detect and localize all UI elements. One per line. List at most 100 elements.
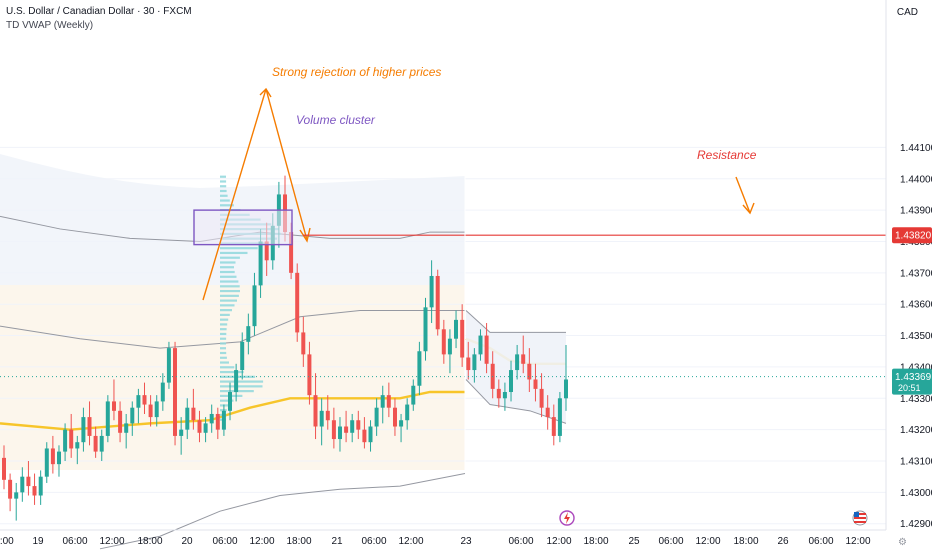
candle-body[interactable]: [75, 442, 80, 449]
candle-body[interactable]: [466, 357, 471, 371]
candle-body[interactable]: [154, 401, 159, 418]
candle-body[interactable]: [112, 401, 116, 411]
candle-body[interactable]: [69, 429, 74, 449]
candle-body[interactable]: [191, 407, 196, 421]
candle-body[interactable]: [368, 426, 373, 443]
candle-body[interactable]: [417, 351, 422, 386]
resistance-label[interactable]: Resistance: [697, 148, 757, 162]
candle-body[interactable]: [289, 232, 294, 273]
candle-body[interactable]: [234, 370, 239, 393]
candle-body[interactable]: [99, 435, 104, 452]
candle-body[interactable]: [527, 363, 532, 380]
candle-body[interactable]: [533, 379, 538, 389]
candle-body[interactable]: [148, 404, 153, 418]
resistance-price-label[interactable]: 1.43820: [895, 231, 932, 242]
candle-body[interactable]: [166, 348, 171, 383]
candle-body[interactable]: [454, 319, 458, 339]
candle-body[interactable]: [295, 272, 300, 333]
candle-body[interactable]: [8, 479, 13, 499]
candle-body[interactable]: [350, 420, 355, 433]
candle-body[interactable]: [14, 492, 19, 499]
candle-body[interactable]: [460, 319, 465, 358]
candle-body[interactable]: [564, 379, 568, 399]
candle-body[interactable]: [215, 413, 220, 430]
candle-body[interactable]: [374, 407, 379, 427]
candle-body[interactable]: [405, 404, 410, 421]
candle-body[interactable]: [209, 413, 214, 424]
indicator-label[interactable]: TD VWAP (Weekly): [6, 20, 94, 31]
candle-body[interactable]: [136, 395, 141, 408]
candle-body[interactable]: [380, 395, 385, 408]
candle-body[interactable]: [197, 420, 202, 433]
candle-body[interactable]: [441, 329, 446, 355]
candle-body[interactable]: [307, 354, 312, 396]
candle-body[interactable]: [203, 423, 208, 433]
candle-body[interactable]: [264, 241, 269, 261]
candle-body[interactable]: [551, 417, 556, 436]
candle-body[interactable]: [435, 275, 440, 330]
candle-body[interactable]: [496, 388, 501, 399]
candle-body[interactable]: [411, 385, 416, 405]
candle-body[interactable]: [246, 326, 251, 342]
annotation-rejection[interactable]: Strong rejection of higher prices: [272, 65, 441, 79]
candle-body[interactable]: [81, 417, 86, 443]
candle-body[interactable]: [478, 335, 483, 355]
candle-body[interactable]: [173, 348, 177, 436]
volume-cluster-box[interactable]: [193, 209, 293, 246]
candle-body[interactable]: [356, 420, 361, 430]
candle-body[interactable]: [515, 354, 520, 371]
candle-body[interactable]: [472, 354, 477, 371]
candle-body[interactable]: [509, 370, 513, 393]
resistance-price-tag[interactable]: [892, 227, 932, 244]
annotation-volume-cluster[interactable]: Volume cluster: [296, 113, 376, 127]
candle-body[interactable]: [142, 395, 147, 405]
candle-body[interactable]: [399, 420, 404, 427]
candle-body[interactable]: [386, 395, 391, 408]
candle-body[interactable]: [160, 382, 165, 402]
candles[interactable]: [2, 175, 568, 521]
candle-body[interactable]: [50, 448, 55, 465]
candle-body[interactable]: [105, 401, 110, 436]
candle-body[interactable]: [313, 395, 318, 427]
candle-body[interactable]: [221, 410, 226, 430]
candle-body[interactable]: [393, 407, 397, 427]
candle-body[interactable]: [423, 307, 428, 352]
candle-body[interactable]: [521, 354, 526, 364]
candle-body[interactable]: [124, 423, 129, 433]
candle-body[interactable]: [338, 426, 342, 440]
current-price-tag[interactable]: [892, 368, 932, 395]
candle-body[interactable]: [331, 420, 336, 440]
candle-body[interactable]: [557, 398, 562, 436]
gear-icon[interactable]: ⚙: [898, 537, 907, 548]
candle-body[interactable]: [87, 417, 92, 436]
rise-arrow-line[interactable]: [202, 88, 267, 301]
candle-body[interactable]: [301, 332, 306, 355]
candle-body[interactable]: [38, 476, 43, 496]
down-arrow-line[interactable]: [735, 176, 751, 214]
rise-arrowhead[interactable]: [259, 87, 272, 98]
candle-body[interactable]: [2, 457, 6, 480]
symbol-title[interactable]: U.S. Dollar / Canadian Dollar · 30 · FXC…: [6, 6, 192, 17]
down-arrowhead[interactable]: [742, 202, 755, 215]
current-price-label[interactable]: 1.43369: [895, 372, 932, 383]
bar-countdown[interactable]: 20:51: [898, 383, 921, 393]
candle-body[interactable]: [32, 486, 37, 496]
candle-body[interactable]: [26, 476, 31, 487]
fall-arrow-line[interactable]: [265, 88, 308, 241]
candle-body[interactable]: [57, 451, 61, 465]
candle-body[interactable]: [185, 407, 190, 430]
candle-body[interactable]: [63, 429, 68, 452]
candle-body[interactable]: [118, 410, 123, 433]
candle-body[interactable]: [447, 338, 452, 355]
candle-body[interactable]: [93, 435, 98, 452]
candle-body[interactable]: [325, 410, 330, 421]
annotations[interactable]: Strong rejection of higher prices Volume …: [0, 65, 886, 378]
candle-body[interactable]: [502, 392, 507, 399]
candle-body[interactable]: [179, 429, 184, 436]
candle-body[interactable]: [228, 392, 232, 411]
candle-body[interactable]: [429, 275, 434, 308]
candle-body[interactable]: [362, 429, 367, 443]
candle-body[interactable]: [44, 448, 49, 477]
candle-body[interactable]: [252, 285, 257, 327]
